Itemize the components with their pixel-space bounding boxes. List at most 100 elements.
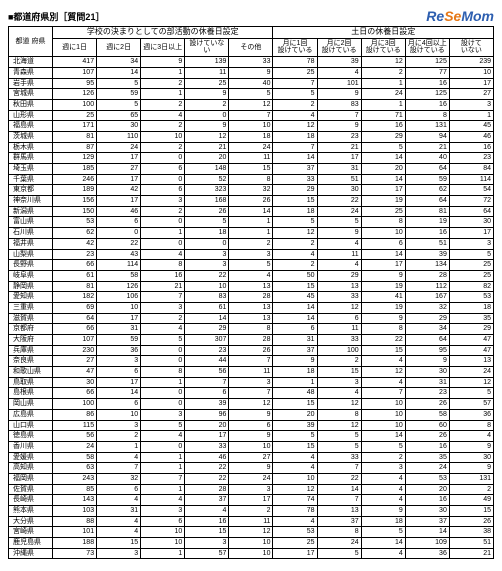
value-cell: 12: [229, 399, 273, 410]
table-row: 奈良県2730447924913: [9, 356, 494, 367]
value-cell: 10: [449, 67, 493, 78]
value-cell: 11: [185, 67, 229, 78]
value-cell: 31: [273, 335, 317, 346]
value-cell: 24: [449, 367, 493, 378]
pref-cell: 鳥取県: [9, 377, 53, 388]
value-cell: 85: [53, 484, 97, 495]
value-cell: 16: [449, 142, 493, 153]
pref-cell: 熊本県: [9, 506, 53, 517]
value-cell: 51: [405, 238, 449, 249]
value-cell: 5: [361, 441, 405, 452]
value-cell: 64: [405, 164, 449, 175]
value-cell: 20: [361, 164, 405, 175]
value-cell: 8: [361, 217, 405, 228]
value-cell: 73: [53, 548, 97, 559]
value-cell: 24: [53, 441, 97, 452]
value-cell: 19: [361, 302, 405, 313]
value-cell: 42: [53, 238, 97, 249]
value-cell: 64: [53, 313, 97, 324]
value-cell: 4: [273, 463, 317, 474]
value-cell: 6: [141, 516, 185, 527]
value-cell: 2: [449, 484, 493, 495]
table-row: 神奈川県156173168261522196472: [9, 196, 494, 207]
value-cell: 14: [361, 153, 405, 164]
value-cell: 41: [361, 292, 405, 303]
column-header: 設けて いない: [449, 38, 493, 56]
value-cell: 31: [97, 506, 141, 517]
column-header: 設けていない: [185, 38, 229, 56]
value-cell: 9: [141, 57, 185, 68]
value-cell: 16: [405, 441, 449, 452]
value-cell: 51: [317, 174, 361, 185]
value-cell: 9: [229, 67, 273, 78]
value-cell: 33: [317, 335, 361, 346]
value-cell: 5: [449, 249, 493, 260]
value-cell: 4: [141, 249, 185, 260]
value-cell: 230: [53, 345, 97, 356]
value-cell: 9: [449, 463, 493, 474]
value-cell: 14: [273, 153, 317, 164]
value-cell: 25: [449, 260, 493, 271]
value-cell: 74: [273, 495, 317, 506]
pref-cell: 宮崎県: [9, 527, 53, 538]
value-cell: 2: [97, 431, 141, 442]
value-cell: 4: [273, 110, 317, 121]
value-cell: 29: [317, 270, 361, 281]
value-cell: 1: [141, 452, 185, 463]
table-row: 福井県4222002246513: [9, 238, 494, 249]
value-cell: 7: [141, 473, 185, 484]
value-cell: 95: [53, 78, 97, 89]
value-cell: 28: [185, 484, 229, 495]
table-row: 徳島県56241795514264: [9, 431, 494, 442]
value-cell: 20: [185, 153, 229, 164]
value-cell: 30: [405, 367, 449, 378]
value-cell: 0: [185, 238, 229, 249]
pref-cell: 鹿児島県: [9, 538, 53, 549]
value-cell: 30: [405, 506, 449, 517]
logo-se: Se: [444, 8, 461, 24]
value-cell: 0: [141, 153, 185, 164]
column-header: 週に3日以上: [141, 38, 185, 56]
value-cell: 167: [405, 292, 449, 303]
value-cell: 14: [361, 249, 405, 260]
logo-re: Re: [426, 8, 444, 24]
value-cell: 4: [317, 260, 361, 271]
value-cell: 13: [317, 281, 361, 292]
pref-cell: 三重県: [9, 302, 53, 313]
value-cell: 5: [449, 388, 493, 399]
value-cell: 10: [185, 281, 229, 292]
value-cell: 33: [317, 452, 361, 463]
value-cell: 15: [185, 527, 229, 538]
value-cell: 4: [97, 495, 141, 506]
value-cell: 65: [97, 110, 141, 121]
value-cell: 5: [229, 89, 273, 100]
value-cell: 101: [53, 527, 97, 538]
value-cell: 15: [361, 345, 405, 356]
value-cell: 46: [97, 206, 141, 217]
value-cell: 26: [229, 345, 273, 356]
data-table: 都道 府県 学校の決まりとしての部活動の休養日設定 土日の休養日設定 週に1日週…: [8, 26, 494, 559]
value-cell: 32: [229, 185, 273, 196]
pref-cell: 秋田県: [9, 99, 53, 110]
value-cell: 78: [273, 506, 317, 517]
value-cell: 16: [141, 270, 185, 281]
value-cell: 19: [405, 217, 449, 228]
value-cell: 28: [229, 335, 273, 346]
value-cell: 17: [361, 185, 405, 196]
value-cell: 139: [185, 57, 229, 68]
value-cell: 109: [405, 538, 449, 549]
value-cell: 17: [229, 495, 273, 506]
pref-cell: 京都府: [9, 324, 53, 335]
column-header: 月に4回以上 設けている: [405, 38, 449, 56]
value-cell: 17: [97, 174, 141, 185]
value-cell: 62: [53, 228, 97, 239]
value-cell: 10: [97, 409, 141, 420]
value-cell: 2: [361, 67, 405, 78]
value-cell: 21: [405, 142, 449, 153]
value-cell: 38: [449, 527, 493, 538]
table-row: 茨城県811101012181823299446: [9, 131, 494, 142]
value-cell: 18: [273, 206, 317, 217]
value-cell: 5: [317, 548, 361, 559]
value-cell: 60: [405, 420, 449, 431]
value-cell: 131: [405, 121, 449, 132]
